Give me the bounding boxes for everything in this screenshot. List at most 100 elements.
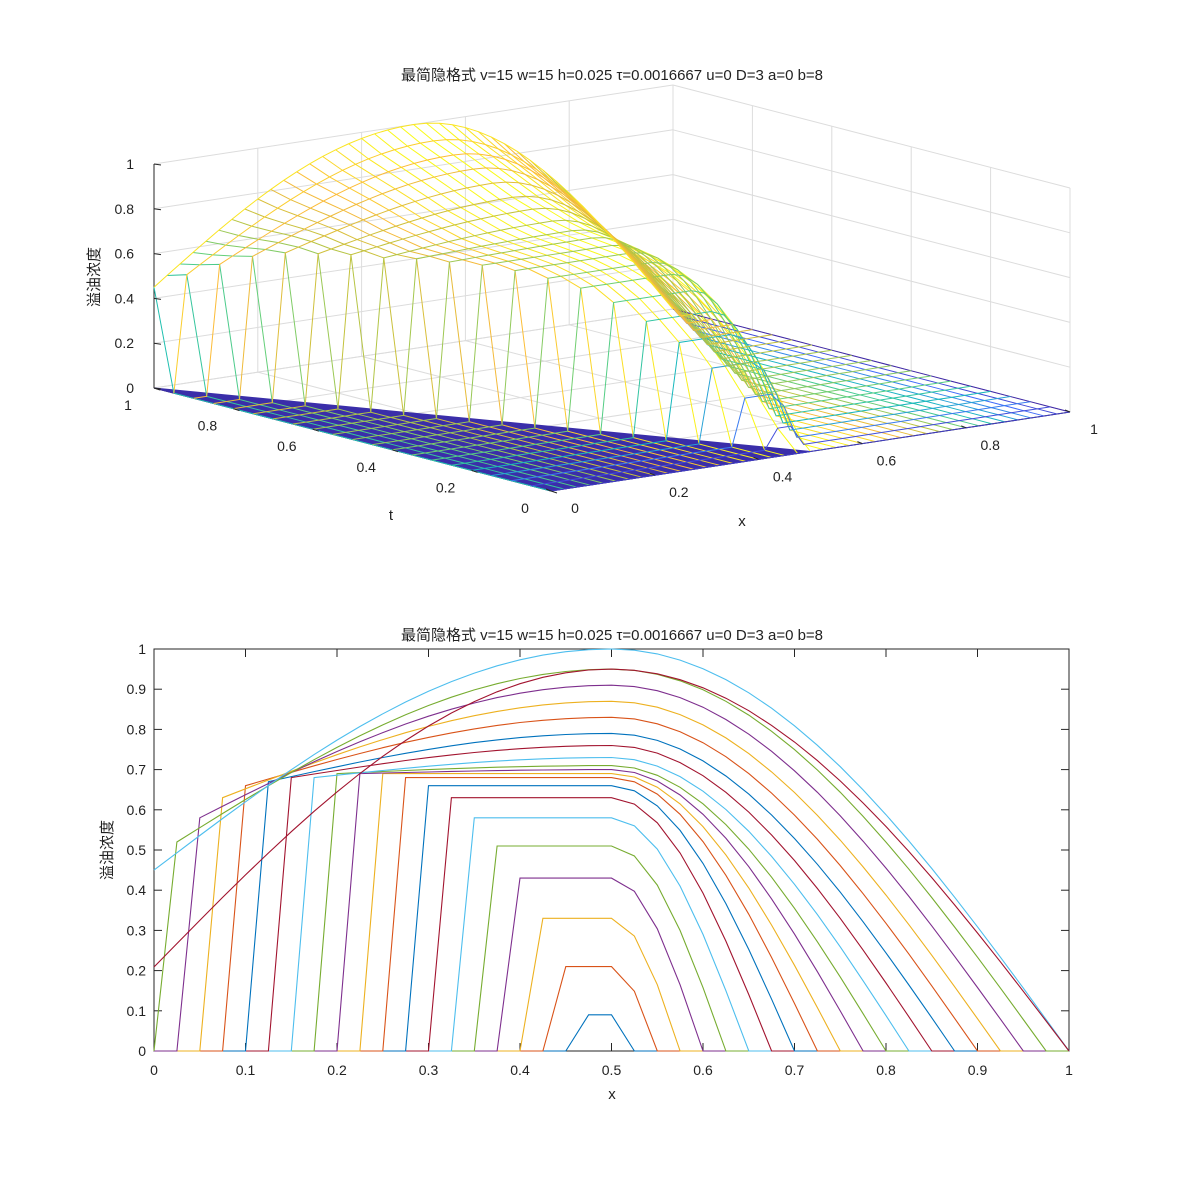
z-tick-mark [153, 253, 162, 256]
y-tick-label: 0.7 [127, 762, 147, 778]
x-tick-label: 0.4 [773, 468, 793, 484]
mesh-row-line [153, 122, 674, 310]
grid-line [672, 84, 1071, 189]
surface-ticks: 00.20.40.60.8100.20.40.60.8100.20.40.60.… [115, 156, 1099, 516]
t-tick-mark [471, 469, 478, 473]
mesh-row-line [451, 310, 971, 466]
t-tick-mark [392, 449, 399, 453]
x-tick-mark [545, 488, 552, 492]
y-tick-label: 0 [138, 1043, 146, 1059]
mesh-row-line [411, 273, 932, 456]
t-tick-label: 0.4 [356, 459, 376, 475]
mesh-row-line [193, 153, 713, 399]
y-tick-label: 0.3 [127, 922, 147, 938]
mesh-row-line [550, 411, 1071, 492]
x-tick-label: 0 [150, 1062, 158, 1078]
series-line [153, 668, 1070, 1052]
surface-xlabel: x [738, 513, 746, 530]
mesh-row-line [332, 237, 852, 435]
mesh-row-line [273, 207, 793, 420]
mesh-row-line [233, 181, 753, 410]
grid-line [153, 218, 674, 299]
series-line [154, 732, 1069, 1052]
z-tick-mark [153, 163, 162, 166]
y-tick-label: 0.2 [127, 963, 147, 979]
t-tick-label: 1 [124, 397, 132, 413]
x-tick-mark [649, 472, 655, 476]
mesh-row-line [531, 406, 1051, 487]
mesh-row-line [392, 261, 912, 451]
y-tick-label: 0.1 [127, 1003, 147, 1019]
surface-ylabel: t [389, 507, 394, 524]
mesh-row-line [312, 229, 832, 430]
series-line [154, 684, 1069, 1052]
z-tick-label: 0.6 [115, 246, 135, 262]
series-line [154, 756, 1069, 1052]
y-tick-label: 0.8 [127, 721, 147, 737]
z-tick-label: 0.4 [115, 290, 135, 306]
y-tick-label: 0.9 [127, 681, 147, 697]
mesh-column-line [529, 160, 928, 435]
surface-mesh [153, 122, 1071, 492]
line-xlabel: x [608, 1086, 616, 1103]
x-tick-label: 0 [571, 500, 579, 516]
line-plot: 最简隐格式 v=15 w=15 h=0.025 τ=0.0016667 u=0 … [99, 627, 1073, 1103]
mesh-column-line [594, 218, 993, 425]
mesh-column-line [374, 133, 772, 458]
grid-line [672, 129, 1071, 234]
grid-line [672, 263, 1071, 368]
mesh-row-line [253, 195, 773, 415]
t-tick-label: 0 [521, 500, 529, 516]
grid-line [153, 308, 674, 389]
line-axes-box [153, 648, 1070, 1052]
series-line [153, 648, 1070, 1052]
y-tick-label: 0.5 [127, 842, 147, 858]
z-tick-label: 0 [126, 380, 134, 396]
t-tick-label: 0.8 [198, 418, 218, 434]
line-title: 最简隐格式 v=15 w=15 h=0.025 τ=0.0016667 u=0 … [401, 627, 823, 644]
x-tick-label: 0.6 [877, 453, 897, 469]
grid-line [153, 129, 674, 210]
z-tick-mark [153, 297, 162, 300]
x-tick-label: 0.2 [327, 1062, 347, 1078]
x-tick-label: 0.7 [785, 1062, 805, 1078]
x-tick-label: 0.2 [669, 484, 689, 500]
surface-plot: 最简隐格式 v=15 w=15 h=0.025 τ=0.0016667 u=0 … [86, 67, 1098, 530]
mesh-row-line [292, 219, 813, 425]
x-tick-label: 1 [1065, 1062, 1073, 1078]
t-tick-mark [153, 387, 161, 391]
x-tick-label: 0.8 [876, 1062, 896, 1078]
mesh-row-line [213, 167, 733, 404]
x-tick-label: 0.4 [510, 1062, 530, 1078]
series-line [154, 716, 1069, 1052]
grid-line [672, 218, 1071, 323]
line-ylabel: 溢油浓度 [99, 820, 116, 880]
z-tick-label: 0.2 [115, 335, 135, 351]
t-tick-mark [312, 428, 319, 432]
t-tick-label: 0.6 [277, 438, 297, 454]
x-tick-label: 0.1 [236, 1062, 256, 1078]
z-tick-label: 1 [126, 156, 134, 172]
mesh-row-line [511, 393, 1031, 482]
x-tick-label: 0.3 [419, 1062, 439, 1078]
series-line [154, 744, 1069, 1052]
line-series [153, 648, 1070, 1052]
grid-line [153, 174, 674, 255]
x-tick-mark [1064, 409, 1071, 413]
mesh-row-line [372, 252, 892, 446]
surface-title: 最简隐格式 v=15 w=15 h=0.025 τ=0.0016667 u=0 … [401, 67, 823, 84]
z-tick-label: 0.8 [115, 201, 135, 217]
line-ticks: 0 0.1 0.2 0.3 0.4 0.5 0.6 0.7 0.8 0.9 1 0 0.1 0.2 0.3 0… [127, 641, 1074, 1078]
y-tick-label: 1 [138, 641, 146, 657]
z-tick-mark [153, 342, 162, 345]
t-tick-mark [550, 490, 558, 494]
y-tick-label: 0.6 [127, 802, 147, 818]
x-tick-mark [753, 456, 759, 460]
y-tick-label: 0.4 [127, 882, 147, 898]
mesh-row-line [352, 244, 872, 440]
x-tick-label: 0.8 [980, 437, 1000, 453]
z-tick-mark [153, 208, 162, 211]
grid-line [153, 263, 674, 344]
t-tick-label: 0.2 [436, 479, 456, 495]
x-tick-label: 0.6 [693, 1062, 713, 1078]
